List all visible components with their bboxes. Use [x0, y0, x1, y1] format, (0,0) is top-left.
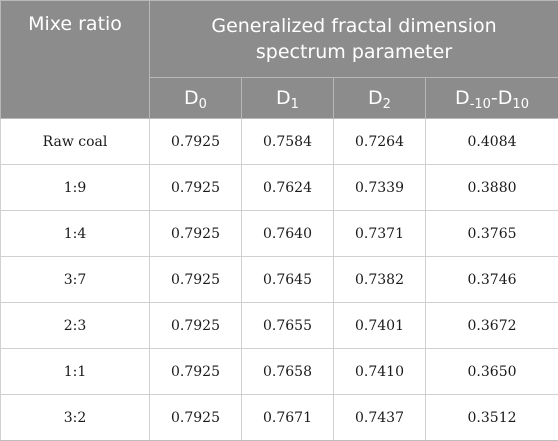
row-label: 2:3	[1, 303, 150, 349]
table-row: 1:1 0.7925 0.7658 0.7410 0.3650	[1, 349, 558, 395]
cell-d1: 0.7671	[242, 395, 334, 441]
cell-d-range: 0.3880	[426, 165, 558, 211]
cell-d2: 0.7371	[334, 211, 426, 257]
cell-d2: 0.7437	[334, 395, 426, 441]
cell-d-range: 0.3672	[426, 303, 558, 349]
header-spectrum-parameter-group: Generalized fractal dimension spectrum p…	[150, 1, 558, 78]
cell-d-range: 0.3512	[426, 395, 558, 441]
table-row: 1:4 0.7925 0.7640 0.7371 0.3765	[1, 211, 558, 257]
row-label: 1:9	[1, 165, 150, 211]
cell-d1: 0.7624	[242, 165, 334, 211]
row-label: 3:7	[1, 257, 150, 303]
cell-d2: 0.7410	[334, 349, 426, 395]
row-label: 1:4	[1, 211, 150, 257]
cell-d1: 0.7640	[242, 211, 334, 257]
header-mixe-ratio: Mixe ratio	[1, 1, 150, 119]
cell-d1: 0.7658	[242, 349, 334, 395]
cell-d0: 0.7925	[150, 303, 242, 349]
cell-d2: 0.7382	[334, 257, 426, 303]
header-d1: D1	[242, 78, 334, 119]
cell-d2: 0.7264	[334, 119, 426, 165]
header-group-line2: spectrum parameter	[256, 41, 452, 63]
cell-d0: 0.7925	[150, 257, 242, 303]
cell-d2: 0.7401	[334, 303, 426, 349]
table-body: Raw coal 0.7925 0.7584 0.7264 0.4084 1:9…	[1, 119, 558, 441]
table-row: 2:3 0.7925 0.7655 0.7401 0.3672	[1, 303, 558, 349]
cell-d0: 0.7925	[150, 211, 242, 257]
cell-d-range: 0.4084	[426, 119, 558, 165]
cell-d-range: 0.3746	[426, 257, 558, 303]
cell-d0: 0.7925	[150, 119, 242, 165]
header-d-range: D-10-D10	[426, 78, 558, 119]
row-label: 1:1	[1, 349, 150, 395]
table-row: 3:7 0.7925 0.7645 0.7382 0.3746	[1, 257, 558, 303]
table-row: Raw coal 0.7925 0.7584 0.7264 0.4084	[1, 119, 558, 165]
header-group-line1: Generalized fractal dimension	[211, 15, 496, 37]
cell-d0: 0.7925	[150, 349, 242, 395]
row-label: Raw coal	[1, 119, 150, 165]
cell-d1: 0.7584	[242, 119, 334, 165]
table-row: 1:9 0.7925 0.7624 0.7339 0.3880	[1, 165, 558, 211]
table-row: 3:2 0.7925 0.7671 0.7437 0.3512	[1, 395, 558, 441]
header-d2: D2	[334, 78, 426, 119]
cell-d-range: 0.3765	[426, 211, 558, 257]
row-label: 3:2	[1, 395, 150, 441]
table-header: Mixe ratio Generalized fractal dimension…	[1, 1, 558, 119]
cell-d-range: 0.3650	[426, 349, 558, 395]
header-d0: D0	[150, 78, 242, 119]
cell-d0: 0.7925	[150, 395, 242, 441]
cell-d2: 0.7339	[334, 165, 426, 211]
cell-d1: 0.7655	[242, 303, 334, 349]
cell-d0: 0.7925	[150, 165, 242, 211]
cell-d1: 0.7645	[242, 257, 334, 303]
